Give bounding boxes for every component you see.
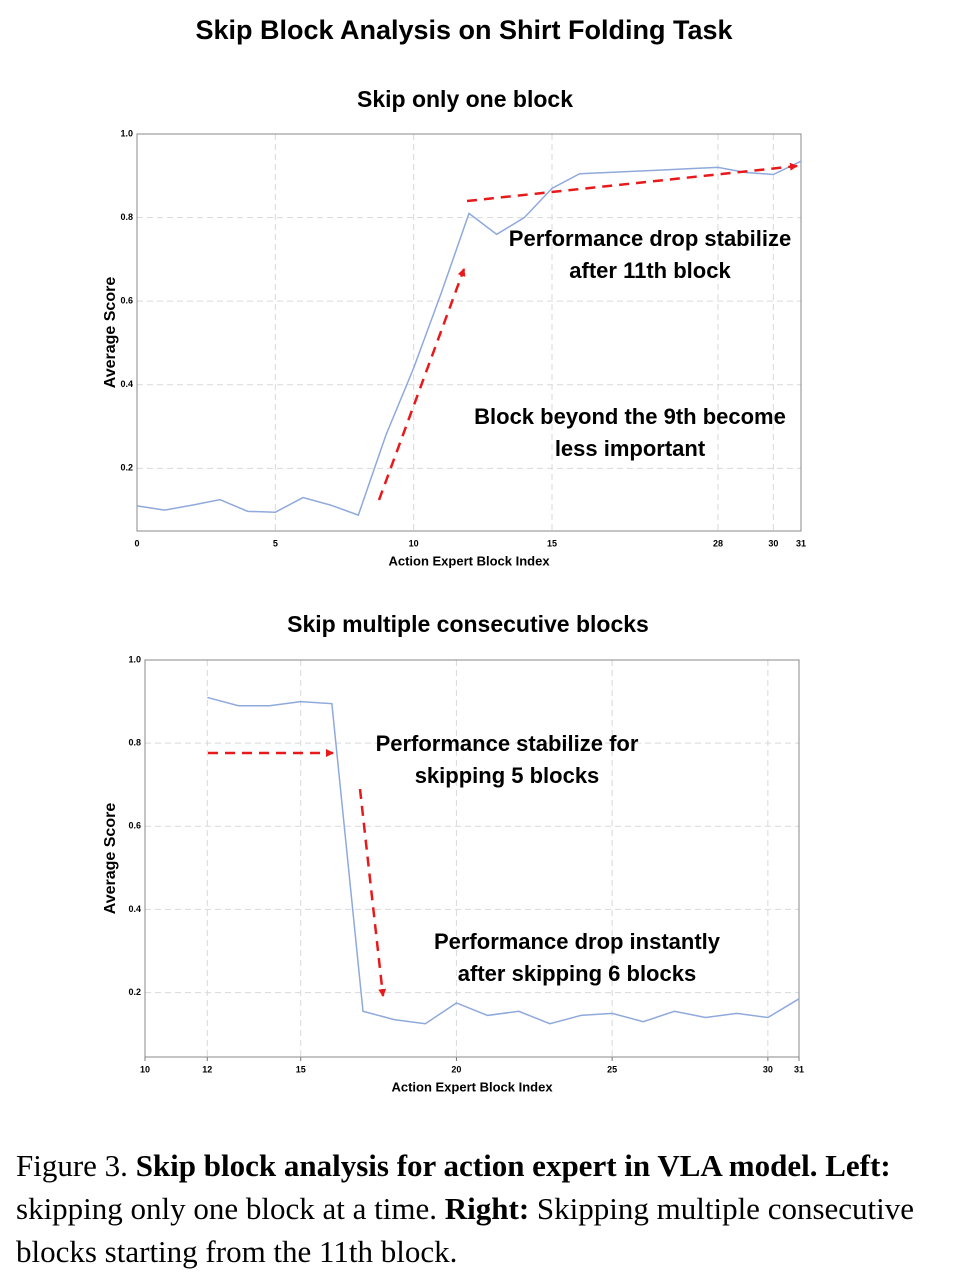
y-tick-label: 0.8 <box>128 738 141 748</box>
annotation: Performance drop instantly <box>434 929 721 954</box>
x-tick-label: 28 <box>713 538 723 548</box>
plot-frame <box>136 133 802 532</box>
caption-bold: Right: <box>444 1191 530 1226</box>
x-tick-label: 10 <box>409 538 419 548</box>
y-tick-label: 1.0 <box>120 128 133 138</box>
x-tick-label: 15 <box>547 538 557 548</box>
annotation: Block beyond the 9th become <box>474 404 786 429</box>
x-tick-label: 25 <box>607 1064 617 1074</box>
annotation: less important <box>555 436 706 461</box>
x-axis-label: Action Expert Block Index <box>391 1079 553 1094</box>
annotation: after 11th block <box>569 258 731 283</box>
x-tick-label: 0 <box>134 538 139 548</box>
chart-title: Skip multiple consecutive blocks <box>287 611 649 637</box>
annotation: skipping 5 blocks <box>415 763 600 788</box>
x-tick-label: 10 <box>140 1064 150 1074</box>
caption: Figure 3. Skip block analysis for action… <box>16 1144 966 1273</box>
x-tick-label: 20 <box>451 1064 461 1074</box>
x-tick-label: 31 <box>796 538 806 548</box>
caption-text: Figure 3. <box>16 1148 136 1183</box>
figure-title: Skip Block Analysis on Shirt Folding Tas… <box>195 15 733 45</box>
data-line <box>136 160 802 517</box>
figure: Skip Block Analysis on Shirt Folding Tas… <box>102 15 806 1094</box>
annotation-arrow <box>358 788 387 997</box>
x-tick-label: 31 <box>794 1064 804 1074</box>
x-axis-label: Action Expert Block Index <box>388 553 550 568</box>
y-tick-label: 0.2 <box>128 987 141 997</box>
caption-text: Skipping multiple consecutive blocks sta… <box>16 1191 915 1269</box>
y-axis-label: Average Score <box>102 803 119 915</box>
x-tick-label: 30 <box>768 538 778 548</box>
y-tick-label: 0.8 <box>120 212 133 222</box>
chart-title: Skip only one block <box>357 86 573 112</box>
x-tick-label: 30 <box>763 1064 773 1074</box>
x-tick-label: 5 <box>273 538 278 548</box>
annotation-arrow <box>377 268 466 501</box>
y-tick-label: 0.2 <box>120 463 133 473</box>
y-tick-label: 1.0 <box>128 654 141 664</box>
plot-frame <box>144 659 800 1058</box>
x-tick-label: 12 <box>202 1064 212 1074</box>
caption-bold: Left: <box>825 1148 891 1183</box>
annotation: after skipping 6 blocks <box>458 961 696 986</box>
data-line <box>207 696 800 1025</box>
caption-text: skipping only one block at a time. <box>16 1191 445 1226</box>
annotation-arrow <box>466 162 798 203</box>
y-tick-label: 0.6 <box>120 296 133 306</box>
y-tick-label: 0.4 <box>128 904 141 914</box>
caption-bold: Skip block analysis for action expert in… <box>135 1148 818 1183</box>
y-axis-label: Average Score <box>102 277 119 389</box>
y-tick-label: 0.6 <box>128 821 141 831</box>
annotation: Performance drop stabilize <box>509 226 791 251</box>
annotation: Performance stabilize for <box>376 731 639 756</box>
x-tick-label: 15 <box>296 1064 306 1074</box>
y-tick-label: 0.4 <box>120 379 133 389</box>
